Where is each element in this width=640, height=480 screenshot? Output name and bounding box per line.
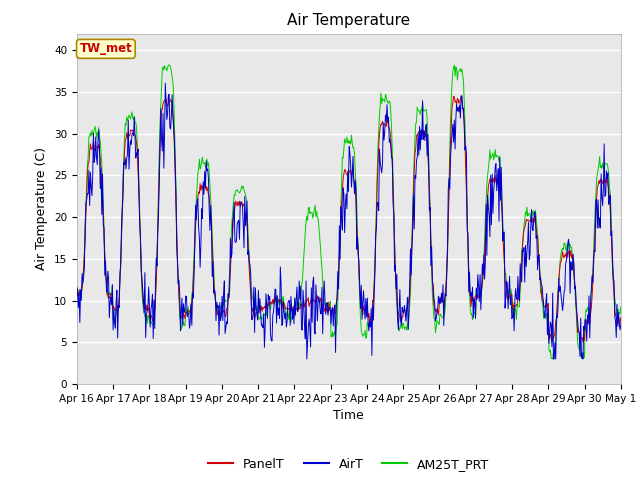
Text: TW_met: TW_met — [79, 42, 132, 55]
Legend: PanelT, AirT, AM25T_PRT: PanelT, AirT, AM25T_PRT — [203, 453, 495, 476]
Title: Air Temperature: Air Temperature — [287, 13, 410, 28]
X-axis label: Time: Time — [333, 409, 364, 422]
Y-axis label: Air Temperature (C): Air Temperature (C) — [35, 147, 48, 270]
